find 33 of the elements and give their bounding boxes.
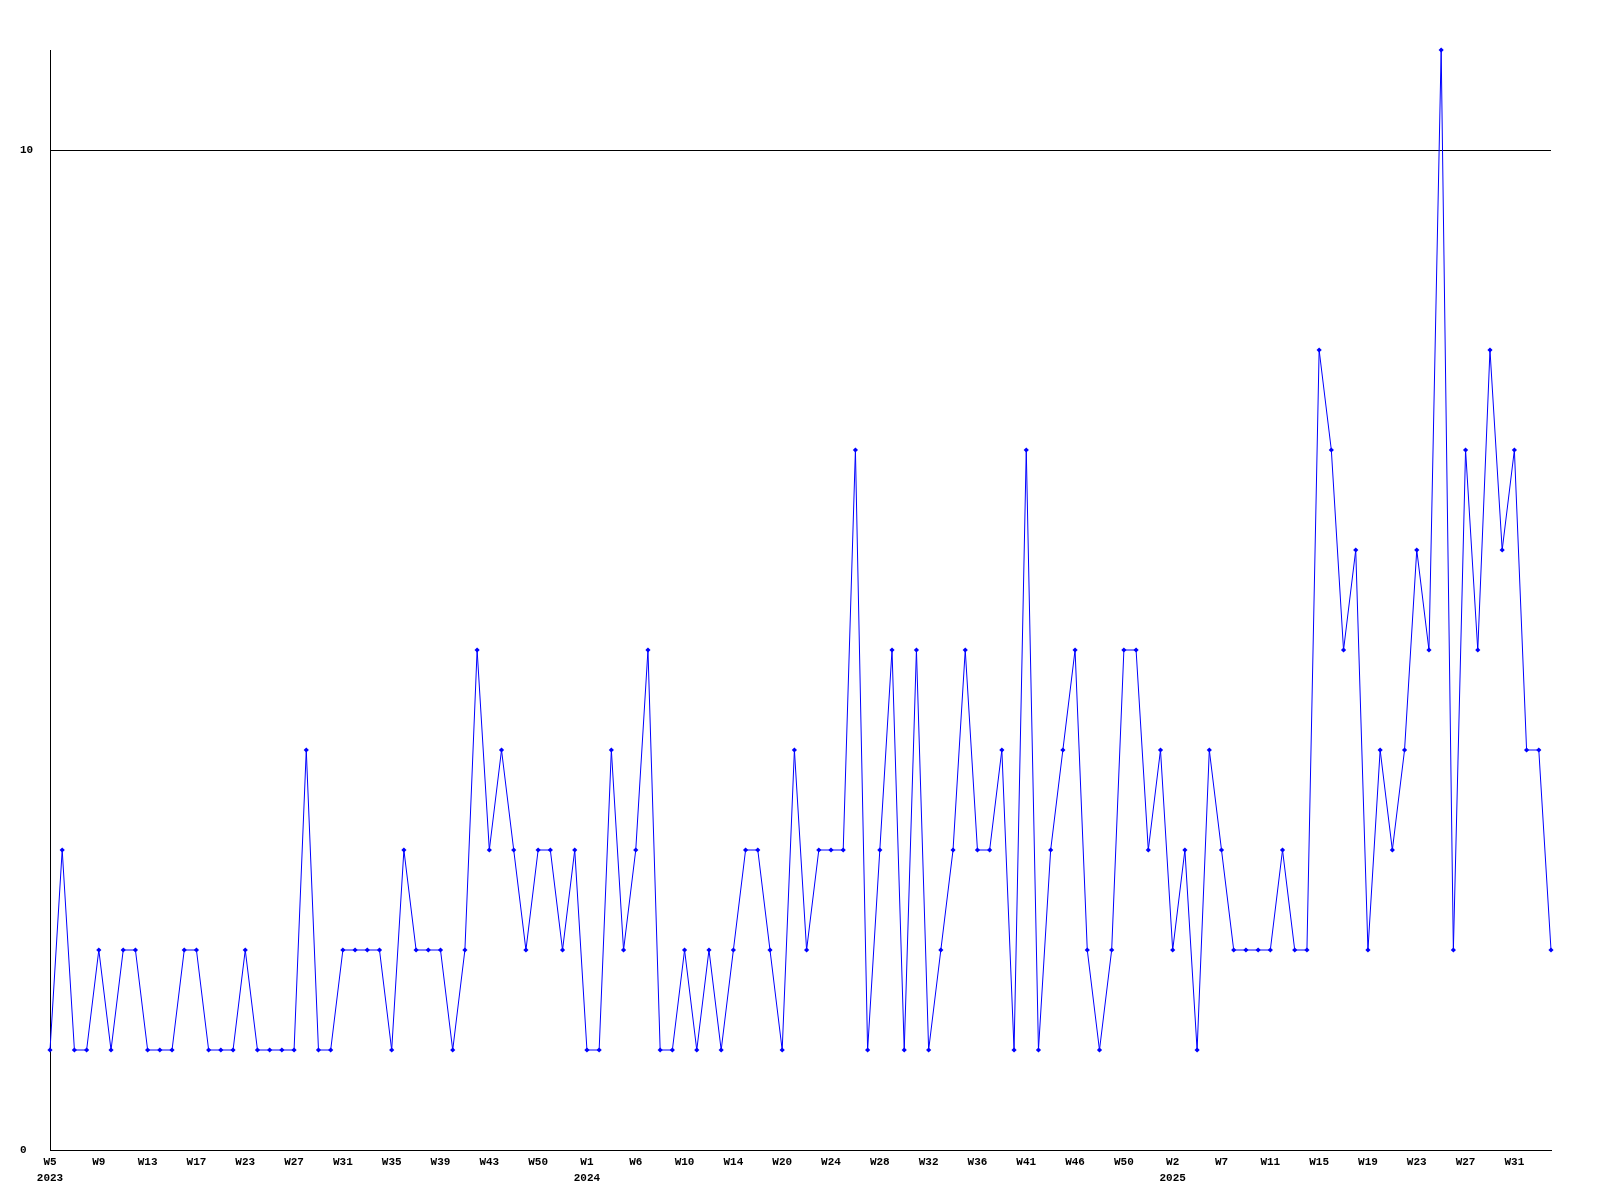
x-tick-label: W6 [629, 1156, 643, 1169]
x-tick-label: W36 [967, 1156, 988, 1169]
y-tick-label: 10 [20, 143, 34, 156]
x-tick-label: W10 [674, 1156, 695, 1169]
x-tick-label: W50 [1113, 1156, 1134, 1169]
x-tick-label: W19 [1358, 1156, 1378, 1169]
x-tick-label: W39 [430, 1156, 451, 1169]
x-tick-label: W15 [1309, 1156, 1330, 1169]
x-tick-label: W5 2023 [36, 1156, 64, 1184]
x-tick-label: W32 [918, 1156, 939, 1169]
x-tick-label: W27 [284, 1156, 304, 1169]
x-tick-label: W31 [1504, 1156, 1525, 1169]
x-tick-label: W43 [479, 1156, 500, 1169]
x-tick-label: W50 [528, 1156, 549, 1169]
x-tick-label: W41 [1016, 1156, 1037, 1169]
x-tick-label: W20 [772, 1156, 793, 1169]
x-tick-label: W14 [723, 1156, 744, 1169]
x-tick-label: W27 [1455, 1156, 1476, 1169]
x-tick-label: W9 [92, 1156, 106, 1169]
x-tick-label: W31 [332, 1156, 354, 1169]
x-tick-label: W1 2024 [573, 1156, 601, 1184]
x-tick-label: W13 [137, 1156, 158, 1169]
x-tick-label: W17 [186, 1156, 207, 1169]
x-tick-label: W7 [1214, 1156, 1229, 1169]
x-tick-label: W24 [821, 1156, 842, 1169]
x-tick-label: W2 2025 [1159, 1156, 1187, 1184]
x-tick-label: W35 [381, 1156, 402, 1169]
x-tick-label: W46 [1065, 1156, 1085, 1169]
x-tick-label: W23 [1406, 1156, 1428, 1169]
x-tick-label: W23 [235, 1156, 256, 1169]
x-tick-label: W28 [869, 1156, 891, 1169]
y-tick-label: 0 [20, 1143, 27, 1156]
x-tick-label: W11 [1260, 1156, 1281, 1169]
